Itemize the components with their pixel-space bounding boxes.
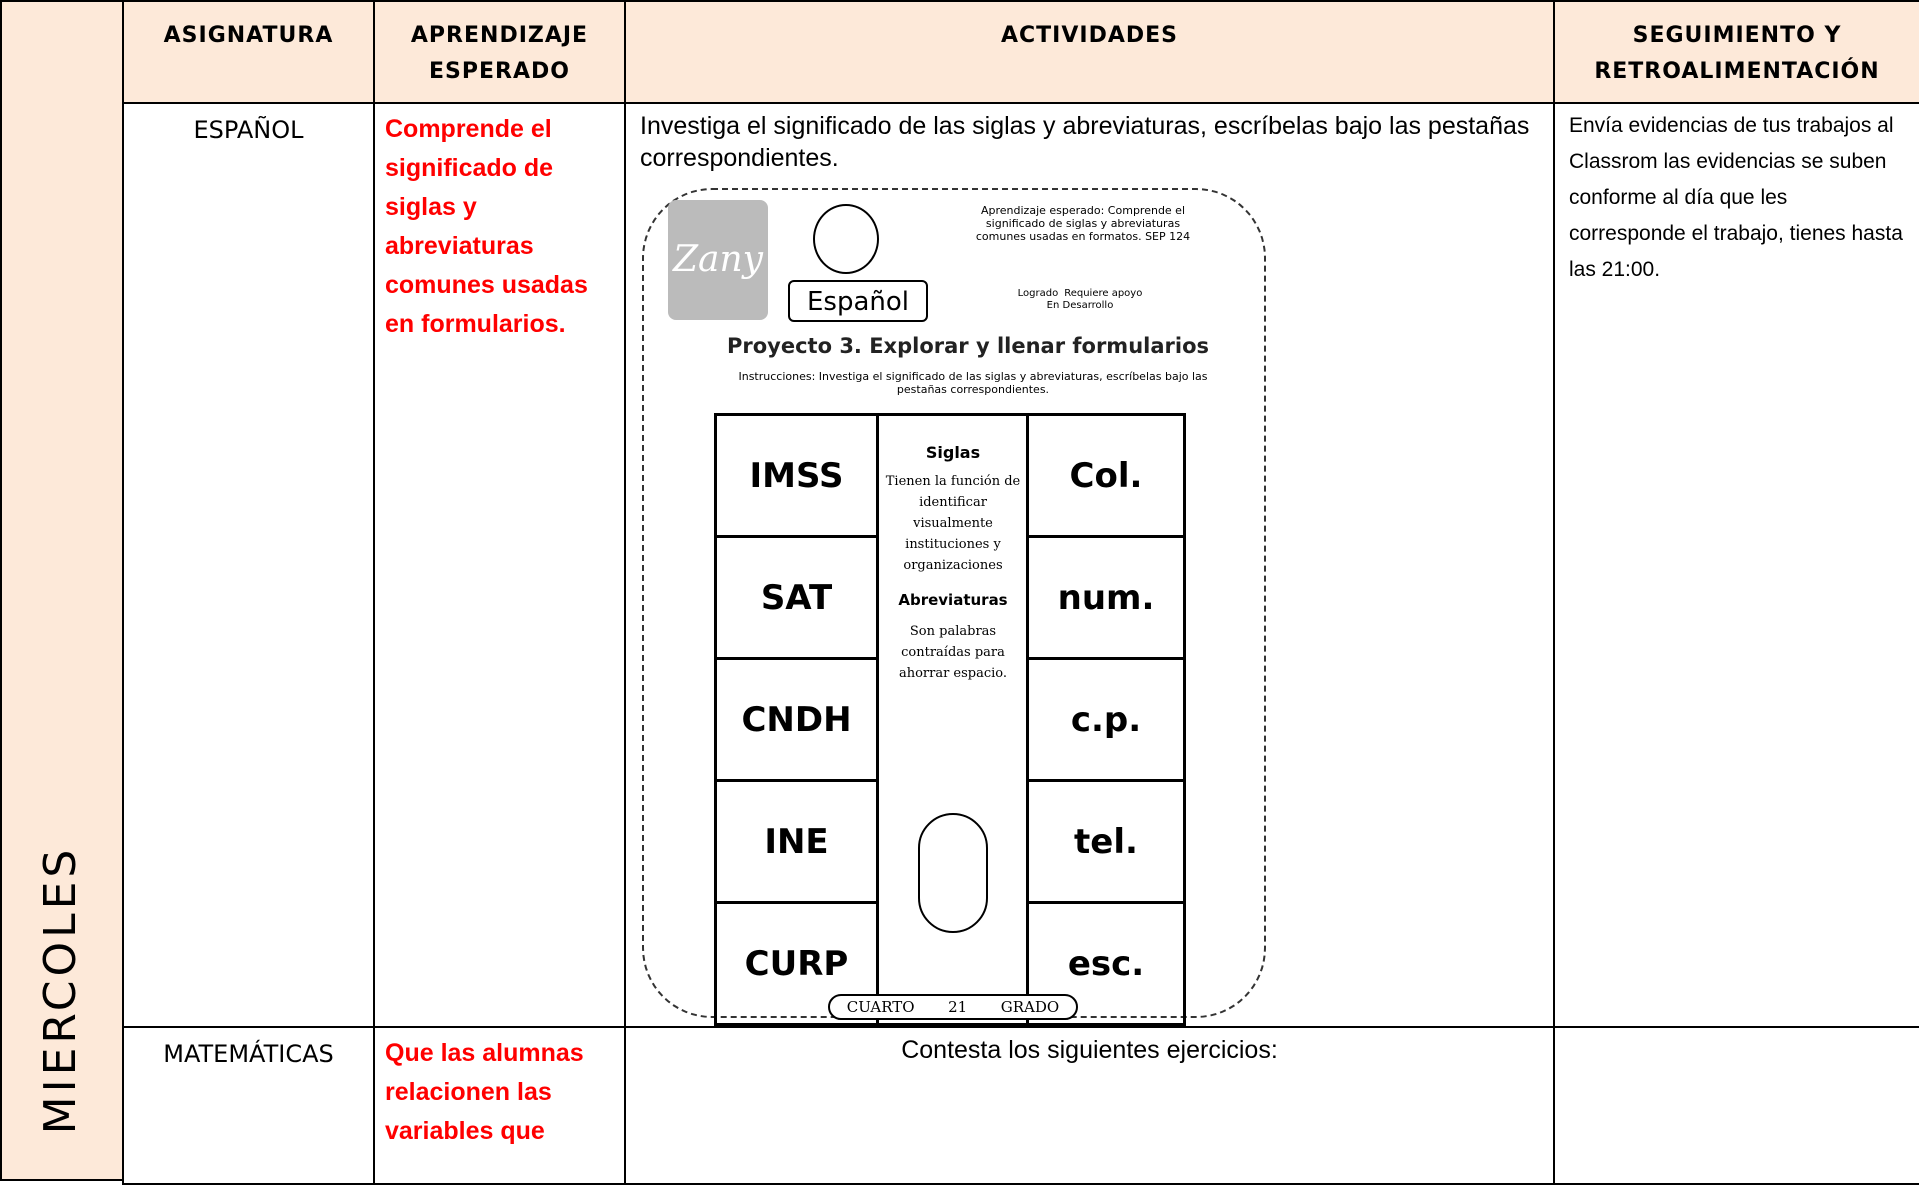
cell-followup [1553,1026,1919,1185]
abbreviation-box: num. [1026,535,1186,660]
header-subject: ASIGNATURA [122,0,375,104]
instructions: Instrucciones: Investiga el significado … [738,370,1208,396]
footer-item: 21 [948,998,968,1016]
cell-subject: ESPAÑOL [122,102,375,1028]
status-option: En Desarrollo [1046,300,1114,311]
cell-learning: Comprende el significado de siglas y abr… [373,102,626,1028]
center-strip [876,413,1029,1026]
cell-followup: Envía evidencias de tus trabajos al Clas… [1553,102,1919,1028]
sigla-box: CURP [714,901,879,1026]
day-label: MIERCOLES [35,845,86,1135]
abbreviation-box: c.p. [1026,657,1186,782]
expected-learning: Aprendizaje esperado: Comprende el signi… [975,204,1191,243]
abbreviation-box: esc. [1026,901,1186,1026]
sigla-box: INE [714,779,879,904]
day-cell [0,0,124,1181]
abrev-text: Son palabras contraídas para ahorrar esp… [898,624,1008,681]
abrev-title: Abreviaturas [898,591,1008,609]
subject-label: Español [788,280,928,322]
header-followup: SEGUIMIENTO Y RETROALIMENTACIÓN [1553,0,1919,104]
sigla-box: CNDH [714,657,879,782]
sigla-box: SAT [714,535,879,660]
cell-subject: MATEMÁTICAS [122,1026,375,1185]
cell-activity: Contesta los siguientes ejercicios: [624,1026,1555,1185]
footer-item: GRADO [1000,998,1060,1016]
siglas-title: Siglas [925,443,981,462]
abbreviation-box: tel. [1026,779,1186,904]
abbreviation-box: Col. [1026,413,1186,538]
status-option: Logrado [1017,288,1059,299]
header-activities: ACTIVIDADES [624,0,1555,104]
brand-badge: Zany [668,200,768,320]
worksheet: Zany Español Aprendizaje esperado: Compren… [638,184,1270,1026]
status-row: Logrado Requiere apoyo En Desarrollo [978,288,1188,314]
thinking-character [918,813,988,933]
project-title: Proyecto 3. Explorar y llenar formulario… [726,334,1209,358]
siglas-text: Tienen la función de identificar visualm… [885,474,1021,573]
sigla-box: IMSS [714,413,879,538]
cell-learning: Que las alumnas relacionen las variables… [373,1026,626,1185]
footer: CUARTO 21 GRADO [828,994,1078,1020]
header-learning: APRENDIZAJE ESPERADO [373,0,626,104]
status-option: Requiere apoyo [1064,288,1143,299]
character-icon [813,204,879,274]
footer-item: CUARTO [846,998,915,1016]
